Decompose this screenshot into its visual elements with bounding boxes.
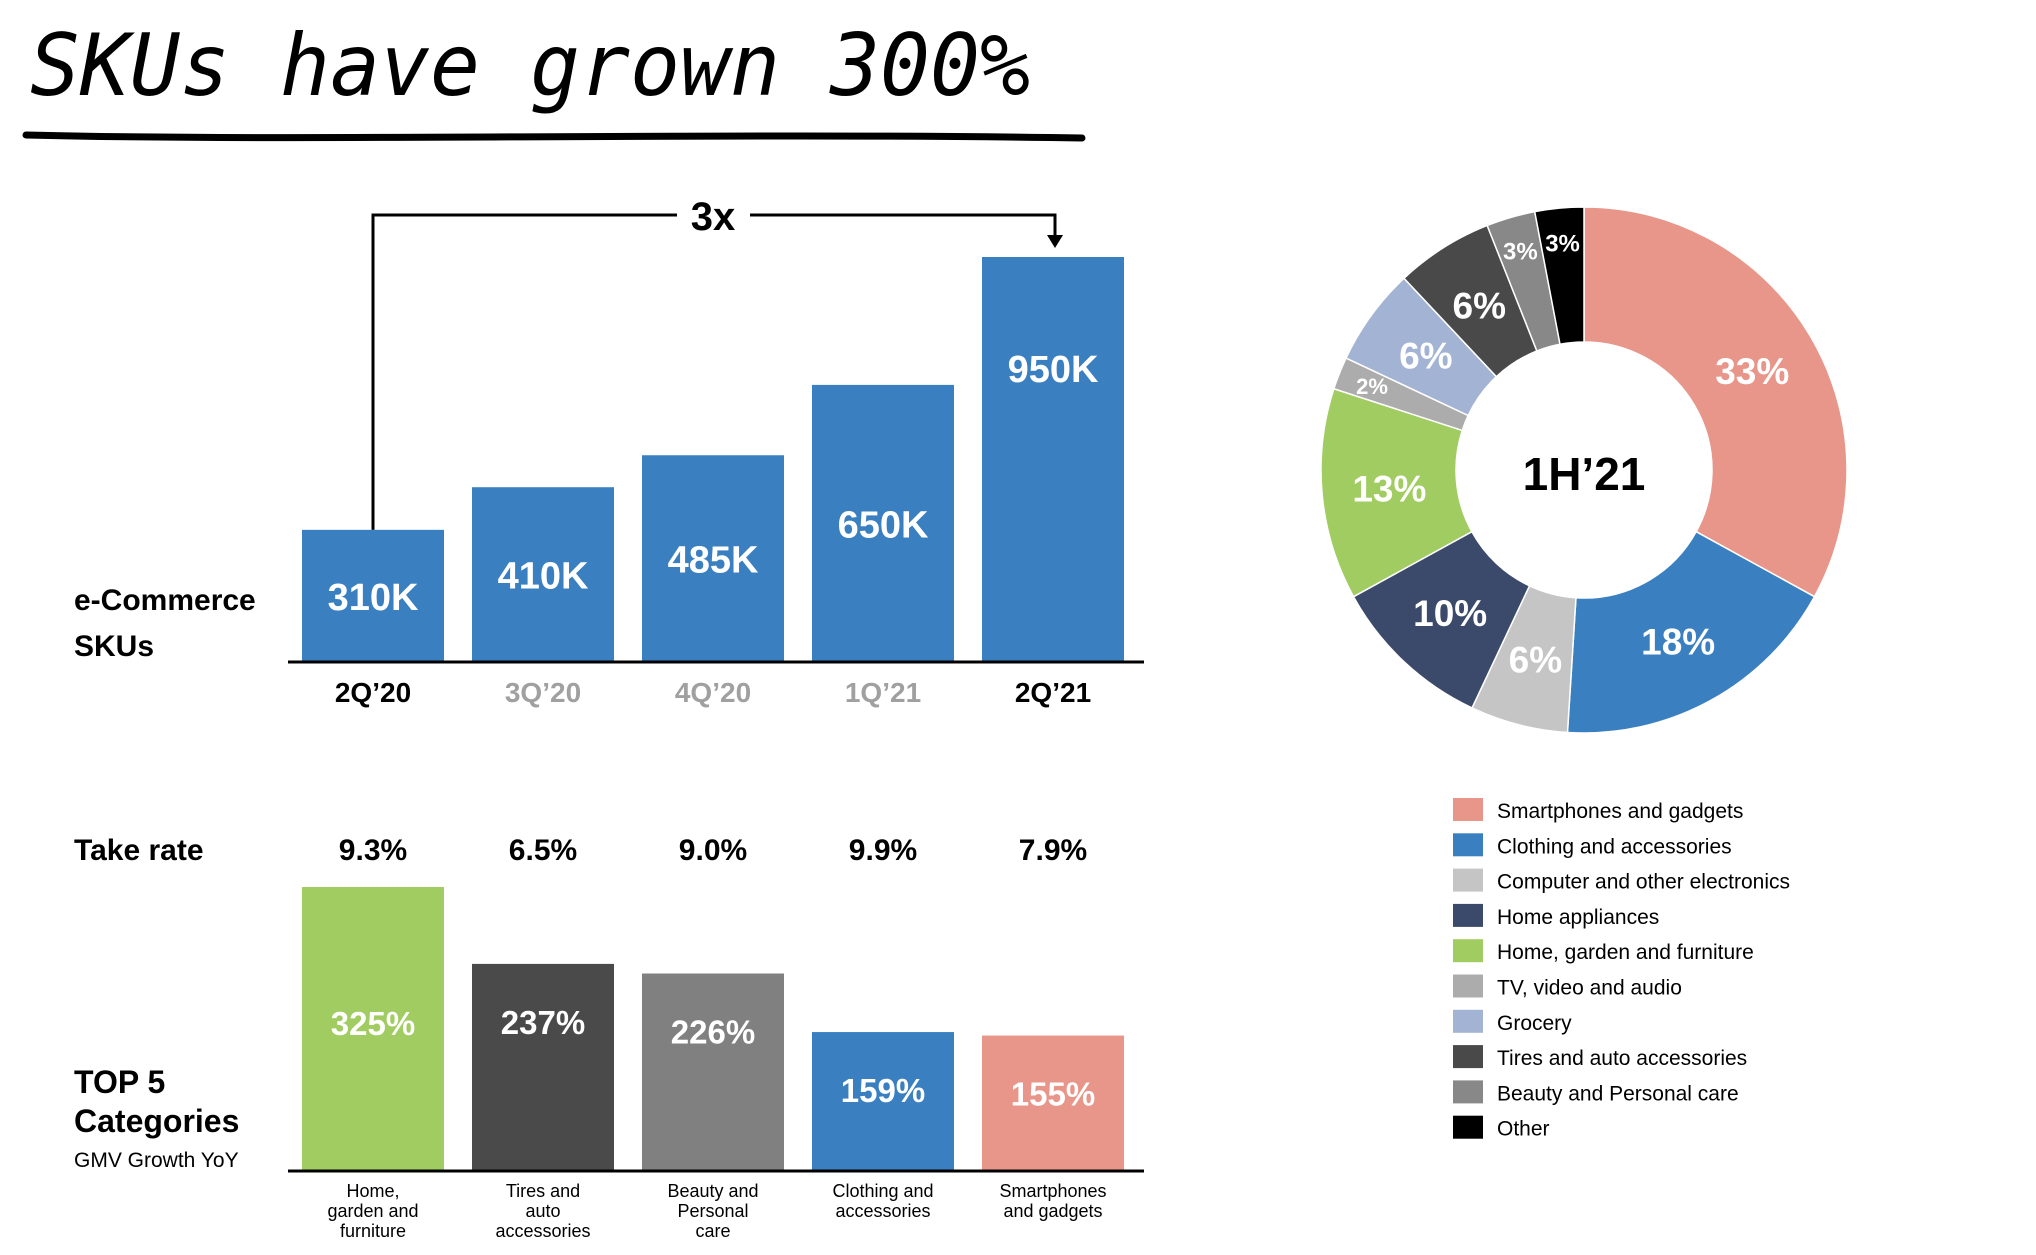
donut-slice-label: 2%: [1356, 374, 1388, 399]
take-rate-value: 9.9%: [849, 834, 917, 867]
take-rate-value: 9.3%: [339, 834, 407, 867]
legend-swatch: [1453, 903, 1483, 927]
bracket-arrowhead: [1047, 235, 1063, 248]
sku-tick-label: 2Q’21: [1015, 677, 1091, 708]
sku-bar-value-label: 485K: [668, 540, 759, 582]
sku-tick-label: 1Q’21: [845, 677, 921, 708]
legend-swatch: [1453, 939, 1483, 963]
category-bar: [642, 973, 784, 1171]
legend-label: Tires and auto accessories: [1497, 1047, 1747, 1070]
top5-row-sublabel: GMV Growth YoY: [74, 1149, 239, 1172]
donut-slice-label: 3%: [1503, 239, 1538, 266]
bracket-line-right: [750, 213, 1057, 235]
legend-swatch: [1453, 1045, 1483, 1069]
category-bar: [472, 963, 614, 1171]
sku-tick-label: 2Q’20: [335, 677, 411, 708]
legend-label: Other: [1497, 1118, 1550, 1141]
take-rate-value: 7.9%: [1019, 834, 1087, 867]
category-share-donut: 33%18%6%10%13%2%6%6%3% 3%: [1320, 206, 1848, 734]
donut-slice-label: 6%: [1453, 285, 1506, 326]
category-tick-label: Clothing and: [832, 1181, 933, 1201]
legend-label: Beauty and Personal care: [1497, 1082, 1739, 1105]
donut-slice: [1533, 206, 1585, 346]
sku-bar-value-label: 310K: [328, 577, 419, 619]
donut-slice-label: 10%: [1413, 593, 1487, 634]
sku-bar: [472, 487, 614, 662]
category-tick-label: Smartphones: [999, 1181, 1106, 1201]
category-tick-label: care: [695, 1221, 730, 1241]
category-tick-label: accessories: [835, 1201, 930, 1221]
growth-bracket: 3x: [371, 195, 1063, 530]
legend-label: TV, video and audio: [1497, 977, 1682, 1000]
sku-tick-label: 4Q’20: [675, 677, 751, 708]
category-tick-label: Beauty and: [667, 1181, 758, 1201]
legend-label: Home appliances: [1497, 906, 1659, 929]
take-rate-row: 9.3% 6.5% 9.0% 9.9% 7.9%: [339, 834, 1087, 867]
category-tick-label: furniture: [340, 1221, 406, 1241]
legend-label: Home, garden and furniture: [1497, 941, 1754, 964]
legend-swatch: [1453, 974, 1483, 998]
category-bar: [302, 887, 444, 1171]
category-tick-label: garden and: [327, 1201, 418, 1221]
sku-row-label-line1: e-Commerce: [74, 584, 256, 617]
donut-slice-label: 33%: [1715, 351, 1789, 392]
take-rate-value: 6.5%: [509, 834, 577, 867]
category-tick-label: accessories: [495, 1221, 590, 1241]
top5-row-label-line1: TOP 5: [74, 1064, 165, 1100]
category-bar-value-label: 237%: [501, 1004, 585, 1041]
legend-label: Smartphones and gadgets: [1497, 800, 1743, 823]
sku-bar-value-label: 650K: [838, 504, 929, 546]
donut-slice: [1583, 206, 1848, 598]
slide-title: SKUs have grown 300%: [30, 16, 1030, 116]
donut-legend: Smartphones and gadgets Clothing and acce…: [1453, 798, 1790, 1141]
category-tick-label: Home,: [346, 1181, 399, 1201]
donut-slice-label: 18%: [1641, 622, 1715, 663]
donut-slice-label: 6%: [1509, 640, 1562, 681]
category-tick-label: auto: [525, 1201, 560, 1221]
sku-bar: [642, 455, 784, 662]
legend-swatch: [1453, 1115, 1483, 1139]
category-bar-chart: 325% 237% 226% 159% 155%: [302, 887, 1124, 1171]
top5-row-label-line2: Categories: [74, 1103, 239, 1139]
category-bar-value-label: 325%: [331, 1005, 415, 1042]
donut-slice: [1566, 530, 1816, 734]
bracket-line-left: [371, 213, 677, 530]
donut-center-label: 1H’21: [1523, 448, 1646, 500]
category-tick-label: Personal: [677, 1201, 748, 1221]
category-tick-label: Tires and: [506, 1181, 580, 1201]
sku-bar-value-label: 950K: [1008, 349, 1099, 391]
sku-tick-label: 3Q’20: [505, 677, 581, 708]
sku-row-label-line2: SKUs: [74, 630, 154, 663]
donut-slice-label: 6%: [1399, 335, 1452, 376]
legend-swatch: [1453, 833, 1483, 857]
sku-bar-value-label: 410K: [498, 556, 589, 598]
take-rate-value: 9.0%: [679, 834, 747, 867]
take-rate-row-label: Take rate: [74, 834, 204, 867]
category-bar: [812, 1032, 954, 1171]
legend-label: Grocery: [1497, 1012, 1572, 1035]
sku-bar-chart: 310K 410K 485K 650K 950K: [302, 257, 1124, 662]
legend-swatch: [1453, 798, 1483, 821]
sku-bar: [982, 257, 1124, 662]
legend-swatch: [1453, 868, 1483, 892]
legend-label: Clothing and accessories: [1497, 835, 1732, 858]
sku-bar: [812, 384, 954, 662]
sku-bar: [302, 529, 444, 662]
category-bar-value-label: 159%: [841, 1072, 925, 1109]
donut-slice-label: 13%: [1352, 469, 1426, 510]
category-bar: [982, 1035, 1124, 1171]
legend-label: Computer and other electronics: [1497, 871, 1790, 894]
sku-axis-ticks: 2Q’20 3Q’20 4Q’20 1Q’21 2Q’21: [335, 677, 1091, 708]
donut-slice-label: 3%: [1545, 231, 1580, 258]
legend-swatch: [1453, 1080, 1483, 1104]
category-bar-value-label: 226%: [671, 1014, 755, 1051]
growth-annotation-label: 3x: [691, 195, 736, 239]
title-underline: [22, 131, 1086, 142]
legend-swatch: [1453, 1009, 1483, 1033]
category-bar-value-label: 155%: [1011, 1076, 1095, 1113]
category-tick-label: and gadgets: [1003, 1201, 1102, 1221]
